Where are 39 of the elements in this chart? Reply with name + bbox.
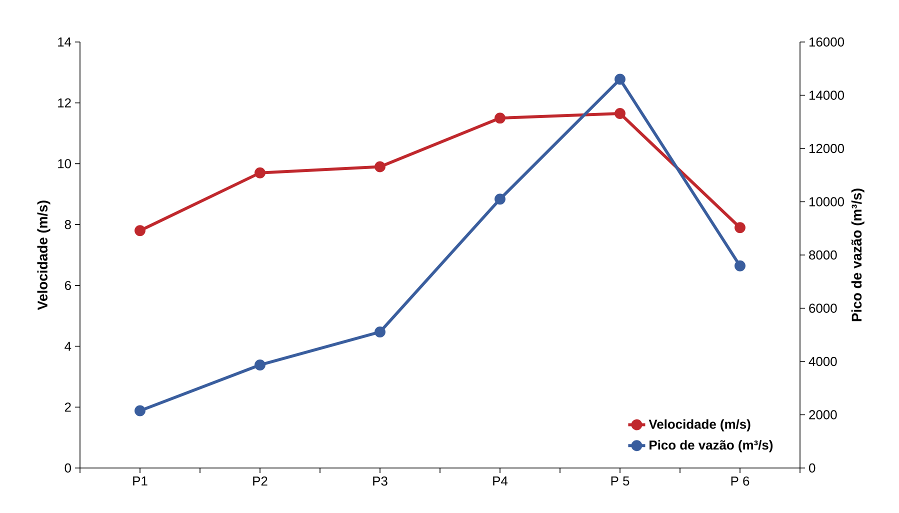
y2-tick-label: 16000	[809, 37, 844, 47]
legend-label: Velocidade (m/s)	[648, 419, 750, 432]
x-tick-label: P 6	[731, 476, 750, 486]
point	[134, 225, 146, 236]
point	[254, 167, 266, 178]
y2-tick-label: 0	[809, 463, 816, 473]
y2-axis-title: Pico de vazão (m³/s)	[851, 188, 864, 322]
y-tick-label: 12	[58, 98, 71, 108]
x-tick-label: P 5	[611, 476, 630, 486]
point	[494, 112, 506, 124]
x-tick-label: P1	[133, 476, 148, 486]
point	[734, 222, 746, 234]
point	[374, 161, 386, 172]
y-tick-label: 6	[64, 280, 71, 290]
y-tick-label: 0	[64, 463, 71, 473]
point	[494, 194, 506, 205]
y2-tick-label: 4000	[808, 356, 837, 366]
y2-tick-label: 14000	[809, 90, 844, 100]
point	[734, 260, 746, 272]
point	[614, 108, 626, 119]
y2-tick-label: 10000	[809, 197, 844, 206]
y-tick-label: 10	[58, 159, 71, 168]
y2-tick-label: 2000	[809, 410, 837, 420]
legend-label: Pico de vazão (m³/s)	[650, 440, 773, 452]
y-tick-label: 8	[64, 220, 71, 230]
y2-tick-label: 6000	[809, 304, 837, 313]
point	[254, 359, 266, 370]
x-tick-label: P4	[493, 476, 508, 486]
point	[134, 405, 146, 416]
y-axis-title: Velocidade (m/s)	[37, 200, 50, 310]
x-tick-label: P2	[253, 476, 268, 486]
y2-tick-label: 8000	[809, 250, 837, 260]
y-tick-label: 4	[64, 342, 72, 351]
y-tick-label: 2	[64, 402, 71, 412]
point	[374, 326, 386, 338]
y2-tick-label: 12000	[809, 144, 844, 154]
x-tick-label: P3	[373, 476, 388, 486]
point	[614, 74, 626, 85]
y-tick-label: 14	[58, 38, 72, 46]
